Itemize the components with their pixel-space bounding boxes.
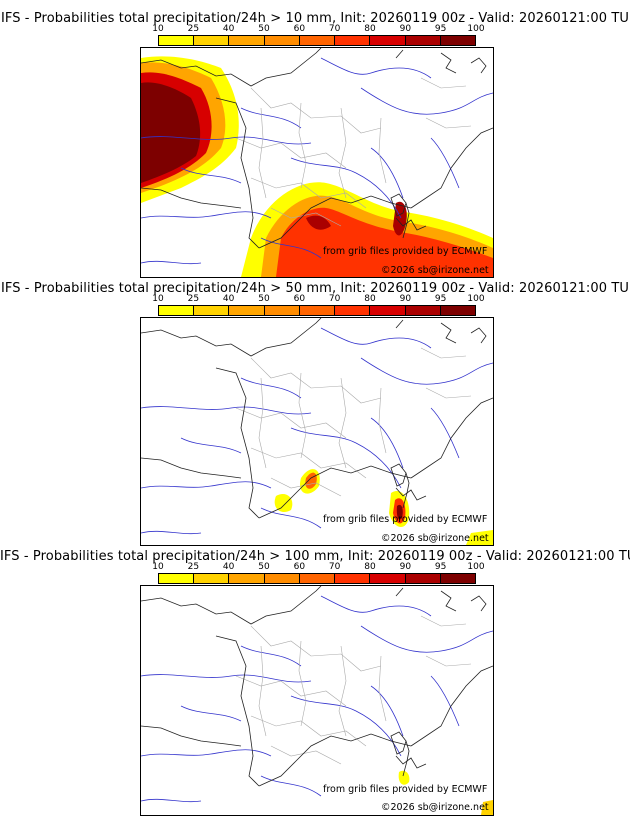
scale-label: 95: [434, 294, 447, 304]
panel-3-color-scale: 10 25 40 50 60 70 80 90 95 100: [152, 562, 485, 584]
panel-1-title: IFS - Probabilities total precipitation/…: [0, 11, 630, 26]
scale-label: 60: [293, 294, 306, 304]
scale-label: 50: [258, 294, 270, 304]
scale-swatch: [193, 574, 229, 583]
scale-label: 40: [222, 562, 235, 572]
panel-1-copyright: ©2026 sb@irizone.net: [381, 265, 489, 276]
scale-swatch: [334, 36, 370, 45]
scale-swatch: [263, 36, 299, 45]
scale-bar: [158, 35, 476, 46]
panel-2-map: [140, 317, 494, 546]
scale-swatch: [369, 306, 405, 315]
scale-swatch: [334, 306, 370, 315]
scale-label: 25: [187, 24, 200, 34]
scale-swatch: [298, 36, 335, 45]
panel-3-map: [140, 585, 494, 816]
scale-swatch: [404, 574, 440, 583]
scale-swatch: [404, 36, 440, 45]
panel-2-color-scale: 10 25 40 50 60 70 80 90 95 100: [152, 294, 485, 316]
scale-swatch: [228, 574, 264, 583]
scale-label: 80: [364, 294, 376, 304]
panel-3-title: IFS - Probabilities total precipitation/…: [0, 549, 630, 564]
scale-label: 70: [328, 294, 341, 304]
panel-2-source-credit: from grib files provided by ECMWF: [323, 514, 488, 525]
scale-labels: 10 25 40 50 60 70 80 90 95 100: [152, 24, 484, 34]
scale-label: 90: [399, 562, 412, 572]
scale-label: 100: [467, 294, 485, 304]
scale-label: 25: [187, 562, 200, 572]
panel-1-map: [140, 47, 494, 278]
scale-label: 50: [258, 562, 270, 572]
scale-label: 10: [152, 294, 164, 304]
scale-swatch: [439, 574, 475, 583]
scale-label: 10: [152, 24, 164, 34]
scale-label: 70: [328, 24, 341, 34]
scale-bar: [158, 305, 476, 316]
scale-label: 100: [467, 24, 485, 34]
scale-swatch: [334, 574, 370, 583]
scale-labels: 10 25 40 50 60 70 80 90 95 100: [152, 294, 484, 304]
scale-swatch: [439, 36, 475, 45]
scale-label: 80: [364, 562, 376, 572]
scale-swatch: [228, 306, 264, 315]
panel-3-source-credit: from grib files provided by ECMWF: [323, 784, 488, 795]
scale-label: 25: [187, 294, 200, 304]
scale-label: 10: [152, 562, 164, 572]
scale-swatch: [193, 36, 229, 45]
scale-swatch: [263, 574, 299, 583]
scale-label: 95: [434, 24, 447, 34]
scale-label: 90: [399, 294, 412, 304]
panel-2-title: IFS - Probabilities total precipitation/…: [0, 281, 630, 296]
scale-swatch: [439, 306, 475, 315]
scale-swatch: [193, 306, 229, 315]
scale-labels: 10 25 40 50 60 70 80 90 95 100: [152, 562, 484, 572]
scale-label: 50: [258, 24, 270, 34]
scale-label: 70: [328, 562, 341, 572]
scale-swatch: [263, 306, 299, 315]
scale-swatch: [159, 306, 194, 315]
scale-label: 80: [364, 24, 376, 34]
scale-label: 40: [222, 294, 235, 304]
scale-label: 60: [293, 24, 306, 34]
scale-swatch: [298, 306, 335, 315]
scale-swatch: [159, 574, 194, 583]
scale-swatch: [369, 574, 405, 583]
panel-2-copyright: ©2026 sb@irizone.net: [381, 533, 489, 544]
scale-label: 95: [434, 562, 447, 572]
scale-bar: [158, 573, 476, 584]
scale-swatch: [369, 36, 405, 45]
scale-label: 40: [222, 24, 235, 34]
scale-label: 60: [293, 562, 306, 572]
panel-1-color-scale: 10 25 40 50 60 70 80 90 95 100: [152, 24, 485, 46]
scale-swatch: [298, 574, 335, 583]
scale-label: 90: [399, 24, 412, 34]
scale-label: 100: [467, 562, 485, 572]
panel-1-source-credit: from grib files provided by ECMWF: [323, 246, 488, 257]
panel-3-copyright: ©2026 sb@irizone.net: [381, 802, 489, 813]
scale-swatch: [404, 306, 440, 315]
scale-swatch: [159, 36, 194, 45]
scale-swatch: [228, 36, 264, 45]
